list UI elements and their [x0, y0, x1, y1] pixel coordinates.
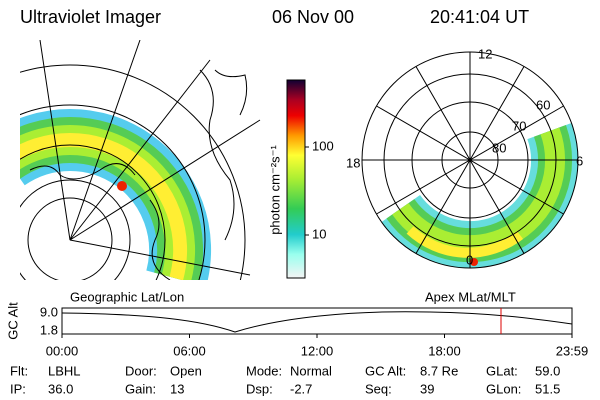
footer-value: Open — [170, 363, 202, 378]
lat-label: 60 — [536, 97, 550, 112]
altitude-ytick: 9.0 — [40, 304, 58, 319]
colorbar-label: photon cm⁻²s⁻¹ — [267, 145, 282, 235]
footer-key: Mode: — [246, 363, 282, 378]
altitude-xtick-label: 00:00 — [46, 343, 79, 358]
time: 20:41:04 UT — [430, 7, 529, 27]
footer-value: 36.0 — [48, 381, 73, 396]
polar-image — [362, 52, 578, 268]
footer-value: 51.5 — [535, 381, 560, 396]
footer-key: Seq: — [365, 381, 392, 396]
mlt-label: 6 — [576, 153, 583, 168]
mlt-label: 0 — [466, 252, 473, 267]
altitude-ylabel: GC Alt — [5, 302, 20, 340]
footer-key: Gain: — [125, 381, 156, 396]
footer-value: LBHL — [48, 363, 81, 378]
footer-value: -2.7 — [290, 381, 312, 396]
footer-key: GLat: — [486, 363, 518, 378]
footer-value: 59.0 — [535, 363, 560, 378]
footer-key: GC Alt: — [365, 363, 406, 378]
altitude-xtick-label: 23:59 — [556, 343, 589, 358]
footer-key: Flt: — [10, 363, 28, 378]
footer-key: Dsp: — [246, 381, 273, 396]
footer-key: GLon: — [486, 381, 521, 396]
right-panel-label: Apex MLat/MLT — [425, 289, 516, 304]
colorbar-tick-label: 10 — [312, 226, 326, 241]
altitude-curve — [61, 311, 573, 333]
geo-image — [20, 40, 261, 280]
mlt-label: 12 — [478, 46, 492, 61]
footer-value: 39 — [420, 381, 434, 396]
mlt-label: 18 — [346, 155, 360, 170]
date: 06 Nov 00 — [272, 7, 354, 27]
lat-label: 80 — [492, 140, 506, 155]
left-panel-label: Geographic Lat/Lon — [70, 289, 184, 304]
footer-value: Normal — [290, 363, 332, 378]
altitude-xtick-label: 18:00 — [428, 343, 461, 358]
altitude-ytick: 1.8 — [40, 322, 58, 337]
polar-grid — [361, 51, 579, 269]
colorbar — [286, 79, 306, 279]
footer-key: Door: — [125, 363, 157, 378]
altitude-xtick-label: 12:00 — [301, 343, 334, 358]
lat-label: 70 — [512, 118, 526, 133]
title: Ultraviolet Imager — [20, 7, 161, 27]
footer-key: IP: — [10, 381, 26, 396]
footer-value: 8.7 Re — [420, 363, 458, 378]
altitude-frame — [61, 307, 573, 335]
altitude-xtick-label: 06:00 — [173, 343, 206, 358]
footer-value: 13 — [170, 381, 184, 396]
colorbar-tick-label: 100 — [312, 138, 334, 153]
